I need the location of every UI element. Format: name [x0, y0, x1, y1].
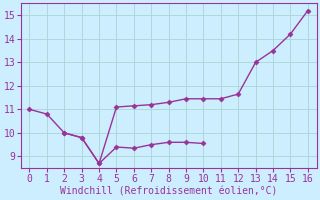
X-axis label: Windchill (Refroidissement éolien,°C): Windchill (Refroidissement éolien,°C) — [60, 187, 277, 197]
